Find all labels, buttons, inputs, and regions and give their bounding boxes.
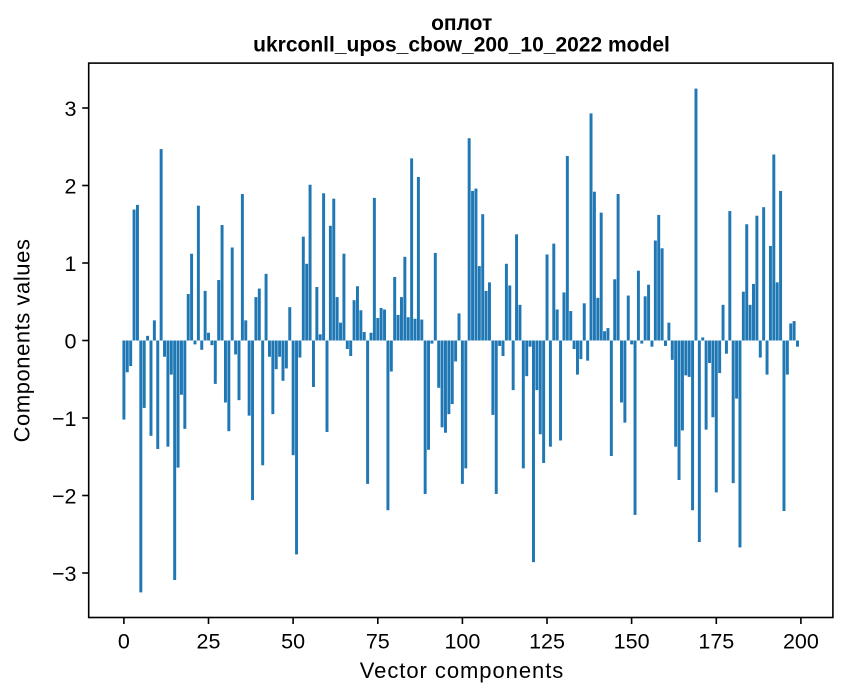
svg-text:−2: −2 [52,484,77,508]
svg-text:100: 100 [444,630,480,654]
svg-text:−3: −3 [52,562,77,586]
svg-text:0: 0 [118,630,130,654]
svg-text:2: 2 [65,174,77,198]
svg-text:200: 200 [783,630,819,654]
svg-text:75: 75 [366,630,390,654]
svg-text:25: 25 [197,630,221,654]
svg-text:150: 150 [614,630,650,654]
svg-text:1: 1 [65,252,77,276]
svg-text:125: 125 [529,630,565,654]
svg-text:оплот: оплот [431,12,492,35]
svg-text:Vector components: Vector components [360,658,564,683]
svg-text:3: 3 [65,97,77,121]
svg-text:50: 50 [281,630,305,654]
svg-text:Components values: Components values [10,239,35,443]
svg-text:175: 175 [698,630,734,654]
svg-text:0: 0 [65,329,77,353]
svg-text:ukrconll_upos_cbow_200_10_2022: ukrconll_upos_cbow_200_10_2022 model [253,33,670,56]
svg-text:−1: −1 [52,407,77,431]
